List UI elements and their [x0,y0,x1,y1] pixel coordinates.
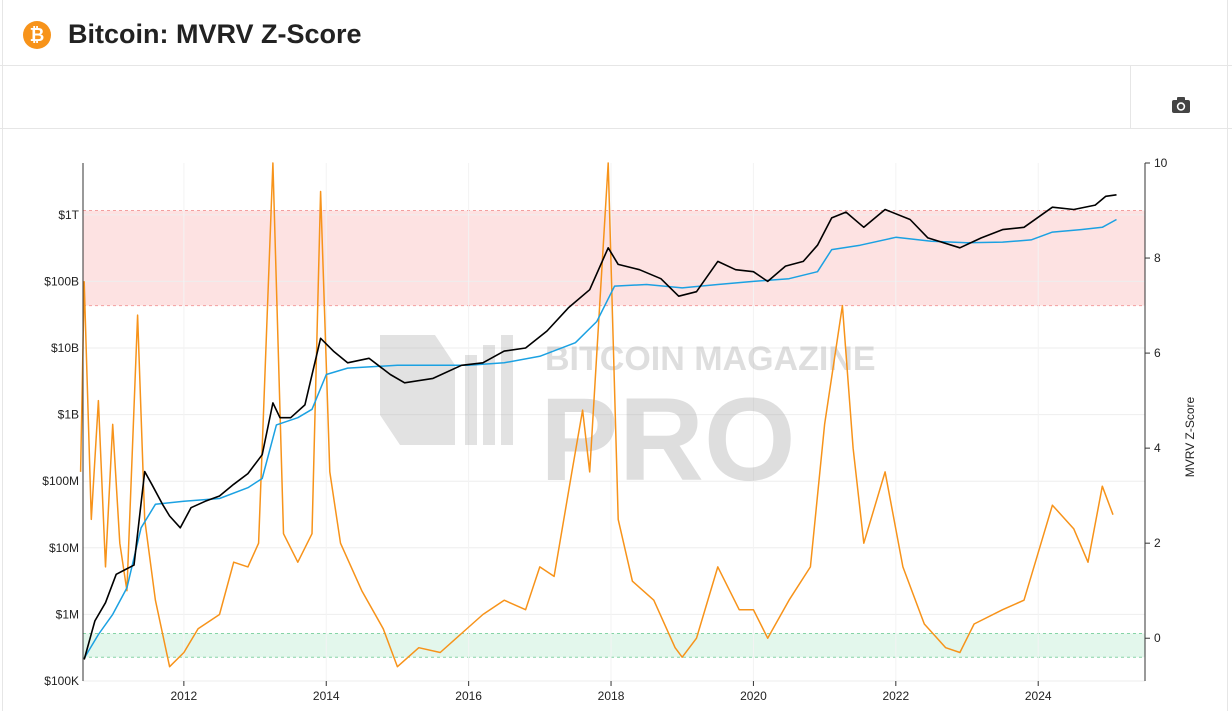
axes-layer: $100K $1M $10M $100M $1B $10B $100B $1T 0 2 4 6 8 10 2… [42,156,1197,703]
toolbar-divider [1130,66,1131,128]
realized-cap-line [83,218,1117,659]
x-tick-label: 2018 [598,689,625,703]
y-right-tick-label: 2 [1154,536,1161,550]
watermark-line1: BITCOIN MAGAZINE [545,340,876,378]
screenshot-button[interactable] [1166,90,1196,120]
y-right-tick-label: 8 [1154,251,1161,265]
y-left-tick-label: $100K [44,674,79,688]
undervalued-zone [83,633,1145,658]
chart-toolbar [0,66,1232,129]
x-tick-label: 2022 [882,689,909,703]
y-left-tick-label: $10M [49,541,79,555]
mvrv-chart: BITCOIN MAGAZINE PRO $100K$1M$10M$100M$1… [42,156,1197,703]
y-right-tick-label: 10 [1154,156,1168,170]
y-left-tick-label: $1T [58,208,79,222]
y-left-tick-label: $100B [44,274,79,288]
y-right-tick-label: 6 [1154,346,1161,360]
y-right-tick-label: 4 [1154,441,1161,455]
watermark-logo [380,335,513,445]
y-left-tick-label: $1B [58,408,79,422]
y-left-tick-label: $100M [42,474,79,488]
page-header: ₿ Bitcoin: MVRV Z-Score [0,0,1232,66]
watermark: BITCOIN MAGAZINE PRO [380,335,876,506]
x-tick-label: 2012 [171,689,198,703]
y-left-tick-label: $10B [51,341,79,355]
x-tick-label: 2016 [455,689,482,703]
x-tick-label: 2014 [313,689,340,703]
market-cap-line [83,194,1117,660]
series-layer [79,162,1117,668]
y-left-tick-label: $1M [56,607,79,621]
y-right-axis-label: MVRV Z-Score [1183,396,1197,477]
y-right-tick-label: 0 [1154,631,1161,645]
page-title: Bitcoin: MVRV Z-Score [68,19,362,49]
x-tick-label: 2024 [1025,689,1052,703]
x-tick-label: 2020 [740,689,767,703]
camera-icon [1172,97,1190,113]
bitcoin-icon: ₿ [23,21,51,49]
watermark-line2: PRO [540,374,796,506]
zscore-line [79,162,1114,668]
